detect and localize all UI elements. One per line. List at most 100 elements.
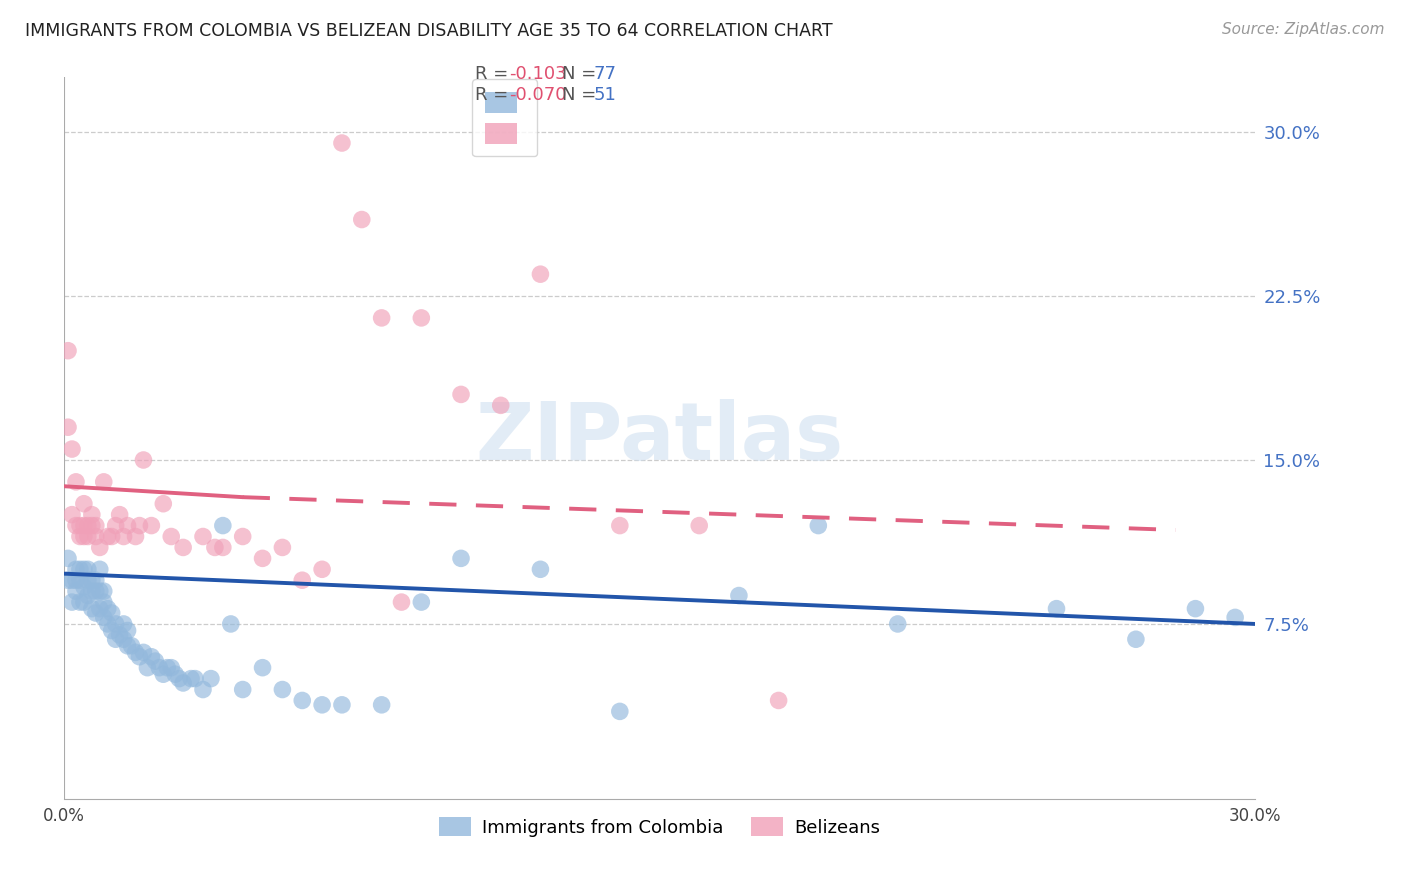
Point [411,595,433,609]
Point [211,541,233,555]
Point [89,562,111,576]
Point [370,310,392,325]
Point [1125,632,1147,647]
Point [77,573,100,587]
Point [211,518,233,533]
Point [100,529,122,543]
Point [141,518,163,533]
Point [370,698,392,712]
Point [148,661,170,675]
Point [56,343,79,358]
Point [108,628,131,642]
Point [117,518,139,533]
Point [128,649,150,664]
Point [69,562,91,576]
Text: R =: R = [475,87,509,104]
Point [143,654,166,668]
Point [688,518,710,533]
Point [117,624,139,638]
Point [141,649,163,664]
Point [77,562,100,576]
Point [252,661,274,675]
Point [73,580,96,594]
Point [89,601,111,615]
Point [350,212,373,227]
Point [311,562,333,576]
Text: ZIPatlas: ZIPatlas [475,399,844,477]
Point [489,398,512,412]
Text: IMMIGRANTS FROM COLOMBIA VS BELIZEAN DISABILITY AGE 35 TO 64 CORRELATION CHART: IMMIGRANTS FROM COLOMBIA VS BELIZEAN DIS… [25,22,832,40]
Point [191,529,214,543]
Text: R =: R = [475,65,509,83]
Point [167,672,190,686]
Point [69,573,91,587]
Point [73,529,96,543]
Point [271,682,294,697]
Point [112,616,135,631]
Point [89,584,111,599]
Point [93,610,115,624]
Point [128,518,150,533]
Point [73,562,96,576]
Point [65,584,87,599]
Point [165,667,187,681]
Point [391,595,413,609]
Point [330,136,353,150]
Point [184,672,207,686]
Point [112,529,135,543]
Point [77,589,100,603]
Point [77,529,100,543]
Point [124,645,146,659]
Point [93,475,115,489]
Point [411,310,433,325]
Point [172,676,194,690]
Point [232,682,254,697]
Point [271,541,294,555]
Point [104,616,127,631]
Point [93,584,115,599]
Text: 77: 77 [593,65,616,83]
Point [60,442,83,456]
Point [80,601,103,615]
Point [609,518,631,533]
Point [191,682,214,697]
Point [97,601,120,615]
Point [450,551,472,566]
Point [180,672,202,686]
Point [112,632,135,647]
Point [132,453,155,467]
Point [56,573,79,587]
Point [219,616,242,631]
Point [84,529,107,543]
Point [124,529,146,543]
Point [160,661,183,675]
Point [80,584,103,599]
Point [84,518,107,533]
Point [152,667,174,681]
Point [529,562,551,576]
Point [1184,601,1206,615]
Point [93,595,115,609]
Point [65,573,87,587]
Point [65,562,87,576]
Point [1223,610,1246,624]
Point [84,584,107,599]
Point [1045,601,1067,615]
Point [73,497,96,511]
Point [60,573,83,587]
Point [728,589,751,603]
Point [609,705,631,719]
Point [80,518,103,533]
Point [886,616,908,631]
Point [450,387,472,401]
Point [104,632,127,647]
Legend: Immigrants from Colombia, Belizeans: Immigrants from Colombia, Belizeans [432,810,887,844]
Point [108,508,131,522]
Point [60,595,83,609]
Point [69,518,91,533]
Point [807,518,830,533]
Text: 51: 51 [593,87,616,104]
Point [152,497,174,511]
Text: N =: N = [562,65,596,83]
Point [132,645,155,659]
